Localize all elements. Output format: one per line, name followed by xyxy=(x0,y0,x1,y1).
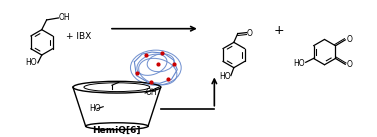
Text: HO: HO xyxy=(293,59,305,68)
Text: OH: OH xyxy=(146,88,158,97)
Text: HO: HO xyxy=(219,72,231,81)
Text: OH: OH xyxy=(58,13,70,22)
Text: O: O xyxy=(247,29,252,38)
Text: + IBX: + IBX xyxy=(66,32,91,41)
Text: O: O xyxy=(346,60,352,69)
Text: HO: HO xyxy=(90,104,101,113)
Text: +: + xyxy=(273,24,284,37)
Text: HO: HO xyxy=(25,58,37,67)
Text: O: O xyxy=(346,35,352,44)
Text: HemiQ[6]: HemiQ[6] xyxy=(93,126,141,135)
